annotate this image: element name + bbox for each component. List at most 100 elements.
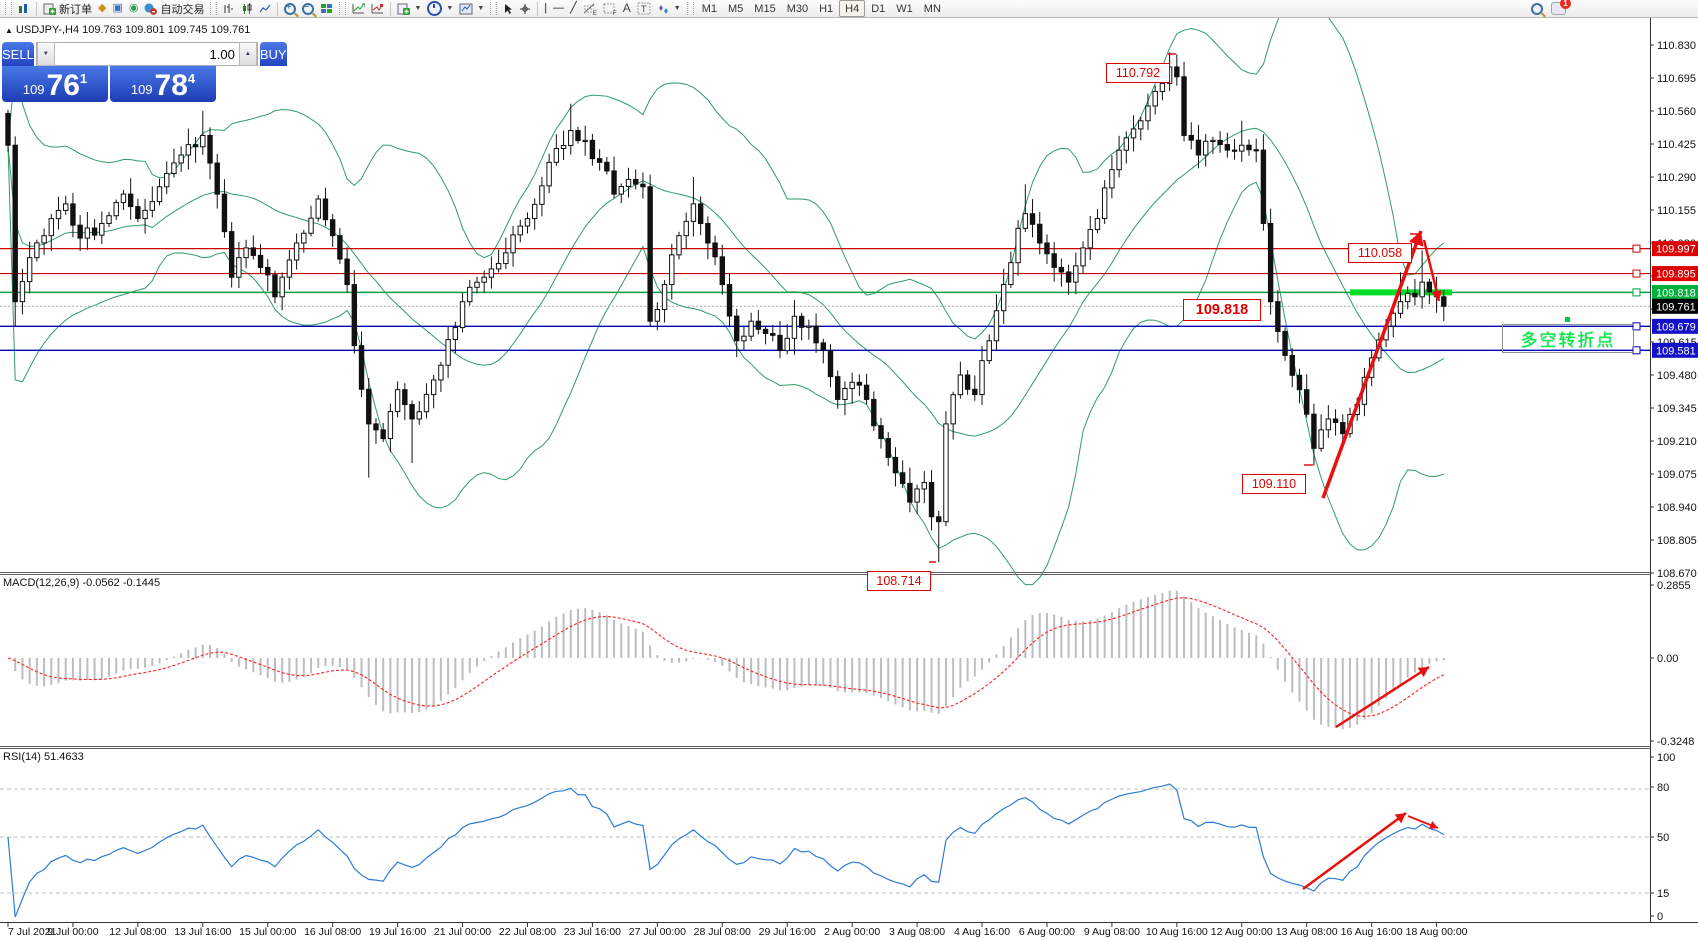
rsi-label: RSI(14) 51.4633 bbox=[3, 751, 84, 763]
indicator-axis-tick: 80 bbox=[1657, 782, 1669, 794]
chart-title: ▲ USDJPY-,H4 109.763 109.801 109.745 109.… bbox=[5, 24, 251, 36]
autotrade-icon bbox=[144, 3, 158, 15]
time-axis-label: 13 Aug 08:00 bbox=[1276, 926, 1338, 938]
price-badge: 109.818 bbox=[1656, 287, 1696, 299]
time-axis-label: 2 Aug 00:00 bbox=[824, 926, 880, 938]
timeframe-m15[interactable]: M15 bbox=[754, 2, 776, 15]
price-axis-tick: 110.695 bbox=[1657, 73, 1696, 85]
timeframe-h1[interactable]: H1 bbox=[819, 2, 834, 15]
new-order-icon bbox=[43, 3, 56, 15]
time-axis-label: 6 Aug 00:00 bbox=[1019, 926, 1075, 938]
price-label[interactable]: 109.110 bbox=[1242, 474, 1306, 494]
bar-chart-icon[interactable] bbox=[220, 1, 238, 17]
time-axis-label: 12 Jul 08:00 bbox=[109, 926, 166, 938]
new-order-label: 新订单 bbox=[59, 3, 92, 16]
time-axis-label: 3 Aug 08:00 bbox=[889, 926, 945, 938]
price-axis-tick: 110.830 bbox=[1657, 40, 1696, 52]
price-badge: 109.581 bbox=[1656, 345, 1696, 357]
price-axis-tick: 109.210 bbox=[1657, 436, 1697, 448]
fibo-icon[interactable]: E bbox=[580, 1, 600, 17]
note-box[interactable]: 多空转折点 bbox=[1502, 324, 1634, 353]
timeframe-m30[interactable]: M30 bbox=[786, 2, 809, 15]
fibo-channel-icon[interactable]: F bbox=[600, 1, 620, 17]
search-icon[interactable] bbox=[1531, 2, 1543, 15]
timeframe-d1[interactable]: D1 bbox=[871, 2, 886, 15]
main-toolbar: 新订单 ◆ ▣ ◉ 自动交易 + − ▼ ▼ ▼ | — ╱ E F A T bbox=[0, 0, 1698, 18]
market-watch-icon[interactable]: ▣ bbox=[112, 2, 123, 14]
autotrade-button[interactable]: 自动交易 bbox=[141, 1, 207, 17]
chat-icon[interactable]: 1 bbox=[1551, 0, 1571, 15]
indicator-axis-tick: 0.00 bbox=[1657, 653, 1678, 665]
price-badge: 109.761 bbox=[1656, 301, 1696, 313]
price-axis-tick: 110.155 bbox=[1657, 205, 1696, 217]
add-indicator-icon[interactable]: ▼ bbox=[394, 1, 424, 17]
one-click-trade-panel: SELL ▼ ▲ BUY 109 76 1 109 78 4 bbox=[2, 42, 287, 102]
time-axis-label: 28 Jul 08:00 bbox=[694, 926, 751, 938]
eraser-icon[interactable]: ◆ bbox=[98, 2, 107, 14]
volume-control: ▼ ▲ bbox=[35, 42, 258, 66]
text-icon[interactable]: A bbox=[622, 1, 631, 15]
note-box-handle[interactable] bbox=[1565, 317, 1570, 322]
candle-chart-icon[interactable] bbox=[238, 1, 256, 17]
zoom-out-icon[interactable]: − bbox=[299, 1, 317, 17]
price-axis-tick: 108.940 bbox=[1657, 502, 1697, 514]
volume-up-button[interactable]: ▲ bbox=[238, 42, 257, 66]
shapes-icon[interactable]: ▼ bbox=[654, 1, 684, 17]
tile-windows-icon[interactable] bbox=[317, 1, 336, 17]
price-chart[interactable]: 110.830 110.695 110.560 110.425 110.290 110.1… bbox=[0, 18, 1698, 941]
hline-icon[interactable]: — bbox=[553, 2, 565, 14]
price-badge: 109.679 bbox=[1656, 321, 1696, 333]
price-axis-tick: 110.425 bbox=[1657, 139, 1696, 151]
timeframe-m5[interactable]: M5 bbox=[728, 2, 744, 15]
signal-icon[interactable]: ◉ bbox=[128, 2, 139, 14]
timeframe-mn[interactable]: MN bbox=[923, 2, 941, 15]
time-axis-label: 19 Jul 16:00 bbox=[369, 926, 426, 938]
price-label[interactable]: 110.058 bbox=[1348, 243, 1412, 263]
timeframe-h4[interactable]: H4 bbox=[839, 0, 866, 17]
indicator-axis-tick: 15 bbox=[1657, 888, 1669, 900]
price-badge: 109.895 bbox=[1656, 269, 1696, 281]
volume-input[interactable] bbox=[54, 43, 239, 65]
price-label[interactable]: 109.818 bbox=[1183, 299, 1261, 321]
timeframe-toolbar: M1 M5 M15 M30 H1 H4 D1 W1 MN bbox=[697, 0, 946, 17]
new-order-button[interactable]: 新订单 bbox=[40, 1, 95, 17]
indicator-axis-tick: 50 bbox=[1657, 832, 1669, 844]
period-icon[interactable]: ▼ bbox=[424, 1, 456, 17]
sell-tab[interactable]: SELL bbox=[2, 42, 34, 66]
crosshair-icon[interactable] bbox=[516, 1, 534, 17]
timeframe-w1[interactable]: W1 bbox=[896, 2, 913, 15]
svg-text:E: E bbox=[593, 11, 597, 15]
price-axis-tick: 110.290 bbox=[1657, 172, 1696, 184]
cursor-icon[interactable] bbox=[500, 1, 516, 17]
time-axis-label: 16 Aug 16:00 bbox=[1341, 926, 1403, 938]
volume-down-button[interactable]: ▼ bbox=[36, 42, 55, 66]
price-axis-tick: 109.075 bbox=[1657, 469, 1697, 481]
trendline-icon[interactable]: ╱ bbox=[570, 2, 577, 14]
toolbar-grip bbox=[5, 2, 12, 15]
buy-tab[interactable]: BUY bbox=[259, 42, 287, 66]
indicators-icon[interactable] bbox=[349, 1, 368, 17]
time-axis-label: 15 Jul 00:00 bbox=[239, 926, 296, 938]
timeframe-m1[interactable]: M1 bbox=[701, 2, 718, 15]
sell-price-button[interactable]: 109 76 1 bbox=[2, 66, 108, 102]
indicator-axis-tick: 100 bbox=[1657, 752, 1675, 764]
time-axis-label: 29 Jul 16:00 bbox=[759, 926, 816, 938]
chart-icon[interactable] bbox=[15, 1, 33, 17]
price-label[interactable]: 110.792 bbox=[1106, 63, 1170, 83]
time-axis-label: 21 Jul 00:00 bbox=[434, 926, 491, 938]
zoom-in-icon[interactable]: + bbox=[281, 1, 299, 17]
time-axis-label: 7 Jul 2021 bbox=[8, 926, 57, 938]
vline-icon[interactable]: | bbox=[544, 2, 548, 14]
label-icon[interactable]: T bbox=[634, 1, 654, 17]
time-axis-label: 27 Jul 00:00 bbox=[629, 926, 686, 938]
buy-price-button[interactable]: 109 78 4 bbox=[110, 66, 216, 102]
macd-label: MACD(12,26,9) -0.0562 -0.1445 bbox=[3, 577, 161, 589]
time-axis-label: 22 Jul 08:00 bbox=[499, 926, 556, 938]
notification-badge: 1 bbox=[1560, 0, 1571, 9]
indicators-window-icon[interactable] bbox=[368, 1, 387, 17]
line-chart-icon[interactable] bbox=[256, 1, 274, 17]
price-label[interactable]: 108.714 bbox=[867, 571, 931, 591]
template-icon[interactable]: ▼ bbox=[456, 1, 487, 17]
price-axis-tick: 108.805 bbox=[1657, 535, 1697, 547]
time-axis-label: 18 Aug 00:00 bbox=[1406, 926, 1468, 938]
